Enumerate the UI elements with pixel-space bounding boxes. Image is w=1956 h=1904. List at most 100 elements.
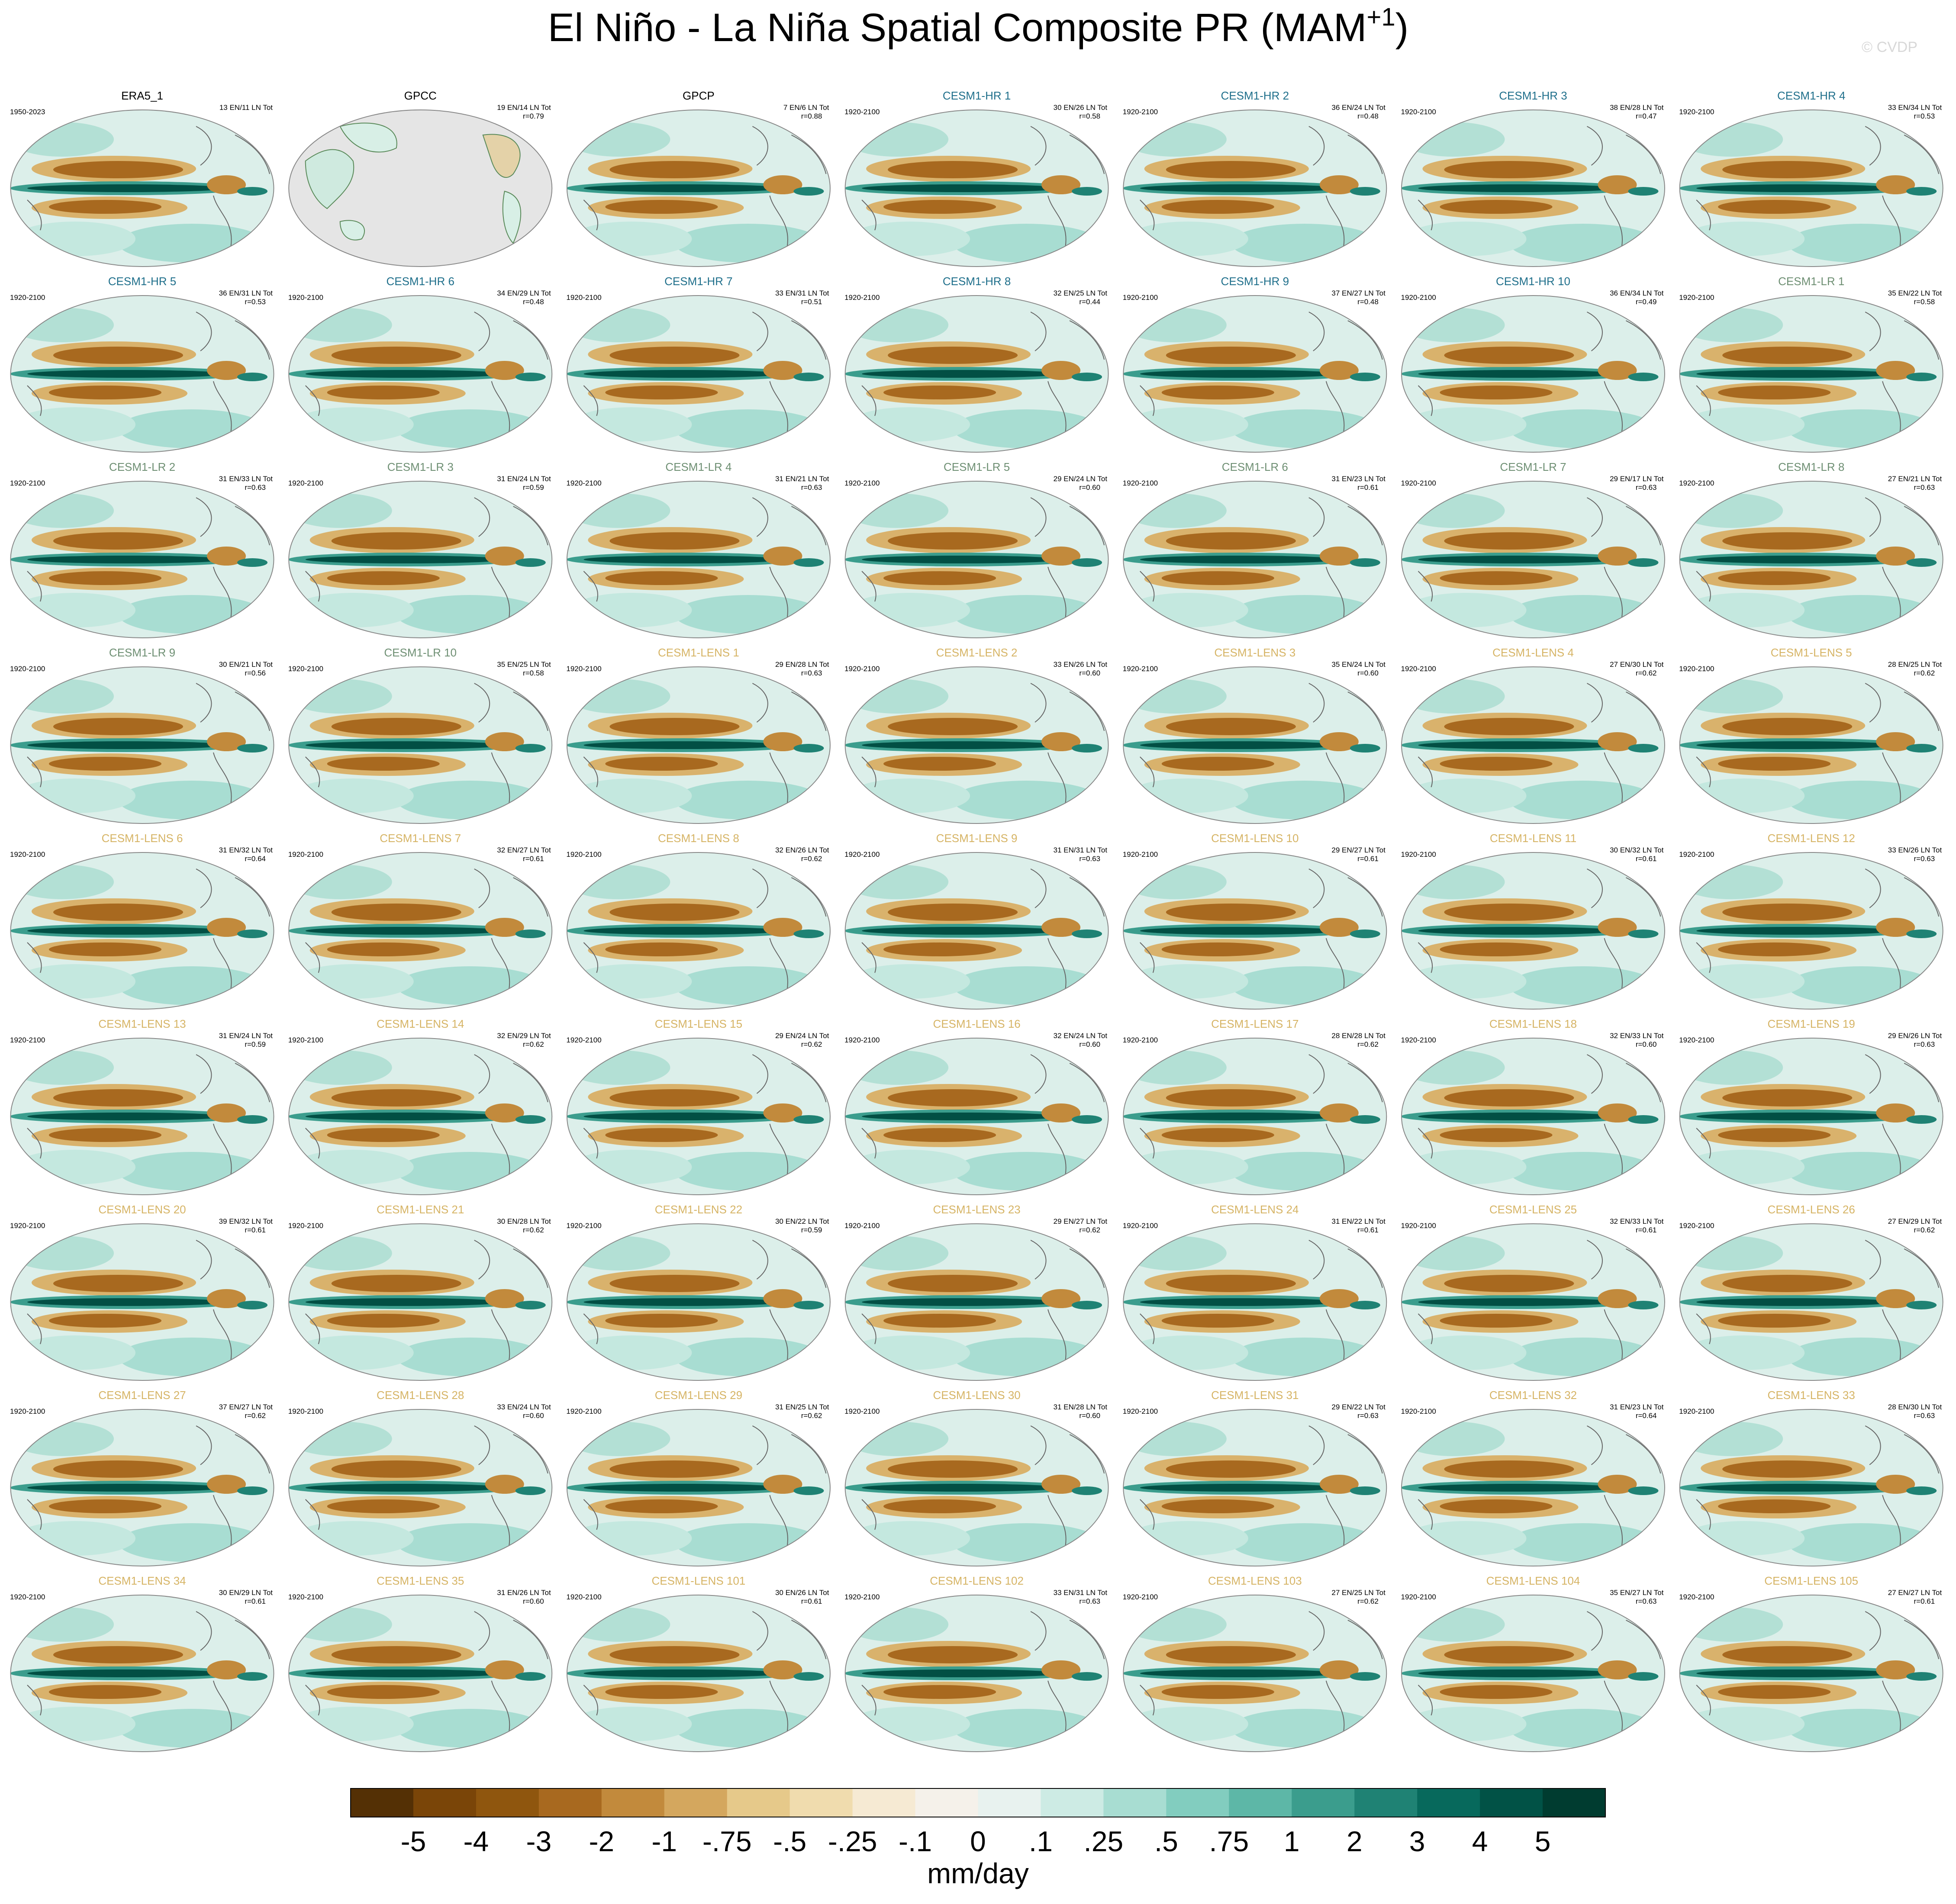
panel-counts: 29 EN/27 LN Tot — [1054, 1217, 1108, 1225]
colorbar-box — [1041, 1788, 1104, 1817]
map — [844, 296, 1109, 452]
panel-title: CESM1-LENS 1 — [658, 646, 739, 659]
map — [10, 1409, 274, 1566]
panel-counts: 33 EN/24 LN Tot — [497, 1403, 551, 1411]
panel-r: r=0.62 — [1914, 1226, 1935, 1234]
colorbar-box — [727, 1788, 790, 1817]
map — [288, 481, 552, 638]
map — [1401, 110, 1665, 267]
panel-title: CESM1-LENS 24 — [1211, 1203, 1299, 1216]
colorbar-label: -.25 — [828, 1825, 877, 1857]
panel: CESM1-LENS 103 1920-2100 27 EN/25 LN Totr=… — [1123, 1574, 1387, 1752]
title-superscript: +1 — [1367, 3, 1395, 31]
panel-title: CESM1-LENS 27 — [98, 1389, 186, 1402]
panel: CESM1-LENS 32 1920-2100 31 EN/23 LN Totr=0… — [1401, 1389, 1665, 1566]
map — [10, 852, 274, 1009]
panel-period: 1920-2100 — [1401, 293, 1436, 302]
panel: CESM1-LENS 10 1920-2100 29 EN/27 LN Totr=0… — [1123, 832, 1387, 1009]
panel-counts: 27 EN/29 LN Tot — [1888, 1217, 1942, 1225]
panel: CESM1-LENS 7 1920-2100 32 EN/27 LN Totr=0.… — [288, 832, 552, 1009]
colorbar-box — [1292, 1788, 1355, 1817]
map — [288, 1409, 552, 1566]
panel-title: CESM1-HR 7 — [664, 275, 732, 288]
map — [10, 1224, 274, 1380]
panel-r: r=0.61 — [801, 1597, 822, 1605]
panel-r: r=0.48 — [523, 298, 544, 306]
map — [1679, 667, 1943, 823]
panel-r: r=0.59 — [523, 483, 544, 492]
panel-r: r=0.58 — [1914, 298, 1935, 306]
panel-counts: 33 EN/31 LN Tot — [1054, 1589, 1108, 1597]
colorbar-label: -.5 — [773, 1825, 806, 1857]
panel-title: CESM1-LR 8 — [1778, 460, 1844, 473]
panel-counts: 31 EN/24 LN Tot — [219, 1032, 273, 1040]
panel-title: CESM1-LENS 101 — [652, 1574, 746, 1587]
map — [1679, 481, 1943, 638]
panel-title: GPCP — [683, 89, 715, 102]
panel-title: GPCC — [404, 89, 437, 102]
map — [1679, 1595, 1943, 1752]
panel-period: 1950-2023 — [10, 108, 45, 116]
panel: CESM1-LENS 29 1920-2100 31 EN/25 LN Totr=0… — [566, 1389, 830, 1566]
panel-r: r=0.63 — [1636, 483, 1657, 492]
map — [844, 852, 1109, 1009]
panel-period: 1920-2100 — [1123, 108, 1158, 116]
map — [1679, 1224, 1943, 1380]
panel-title: CESM1-LENS 28 — [377, 1389, 464, 1402]
panel-title: CESM1-LENS 13 — [98, 1017, 186, 1030]
panel-title: CESM1-LENS 103 — [1208, 1574, 1302, 1587]
panel: CESM1-LENS 4 1920-2100 27 EN/30 LN Totr=0.… — [1401, 646, 1665, 823]
panel-title: CESM1-HR 8 — [943, 275, 1011, 288]
panel-title: CESM1-LENS 30 — [933, 1389, 1020, 1402]
panel-counts: 31 EN/22 LN Tot — [1331, 1217, 1386, 1225]
panel-title: CESM1-HR 1 — [943, 89, 1011, 102]
panel-counts: 37 EN/27 LN Tot — [219, 1403, 273, 1411]
panel-counts: 31 EN/24 LN Tot — [497, 475, 551, 483]
panel-counts: 28 EN/28 LN Tot — [1331, 1032, 1386, 1040]
map — [1401, 1595, 1665, 1752]
map — [566, 1409, 830, 1566]
panel-counts: 36 EN/34 LN Tot — [1610, 289, 1664, 297]
panel-r: r=0.61 — [1357, 1226, 1379, 1234]
panel-r: r=0.44 — [1079, 298, 1100, 306]
panel-r: r=0.62 — [801, 855, 822, 863]
panel-r: r=0.61 — [245, 1226, 266, 1234]
panel-counts: 29 EN/17 LN Tot — [1610, 475, 1664, 483]
panel-title: CESM1-LR 7 — [1500, 460, 1566, 473]
panel: CESM1-LENS 8 1920-2100 32 EN/26 LN Totr=0.… — [566, 832, 830, 1009]
panel-r: r=0.64 — [245, 855, 266, 863]
panel-counts: 30 EN/26 LN Tot — [1054, 103, 1108, 112]
map — [10, 296, 274, 452]
panel-title: CESM1-LENS 22 — [655, 1203, 742, 1216]
panel-title: CESM1-LENS 105 — [1764, 1574, 1858, 1587]
colorbar-label: .1 — [1029, 1825, 1053, 1857]
colorbar-label: -4 — [464, 1825, 489, 1857]
map — [566, 296, 830, 452]
panel-period: 1920-2100 — [1679, 108, 1714, 116]
panel-title: CESM1-LR 4 — [665, 460, 731, 473]
colorbar-box — [1103, 1788, 1167, 1817]
panel-period: 1920-2100 — [1123, 1036, 1158, 1044]
colorbar-label: -1 — [651, 1825, 677, 1857]
panel-counts: 33 EN/26 LN Tot — [1054, 660, 1108, 669]
panel-title: CESM1-HR 10 — [1496, 275, 1570, 288]
panel-r: r=0.62 — [1914, 669, 1935, 677]
panel-period: 1920-2100 — [288, 665, 323, 673]
panel-counts: 32 EN/26 LN Tot — [775, 846, 829, 854]
panel: CESM1-LENS 30 1920-2100 31 EN/28 LN Totr=0… — [844, 1389, 1109, 1566]
map — [844, 1595, 1109, 1752]
panel: CESM1-LENS 11 1920-2100 30 EN/32 LN Totr=0… — [1401, 832, 1665, 1009]
map — [289, 110, 552, 267]
panel-period: 1920-2100 — [288, 1407, 323, 1415]
panel-counts: 28 EN/30 LN Tot — [1888, 1403, 1942, 1411]
panel-r: r=0.60 — [1357, 669, 1379, 677]
panel: CESM1-LENS 17 1920-2100 28 EN/28 LN Totr=0… — [1123, 1017, 1387, 1195]
panel-counts: 30 EN/32 LN Tot — [1610, 846, 1664, 854]
map — [1123, 1038, 1387, 1195]
map — [844, 1038, 1109, 1195]
panel-title: CESM1-LENS 102 — [930, 1574, 1024, 1587]
panel-period: 1920-2100 — [566, 1036, 601, 1044]
colorbar-box — [664, 1788, 728, 1817]
